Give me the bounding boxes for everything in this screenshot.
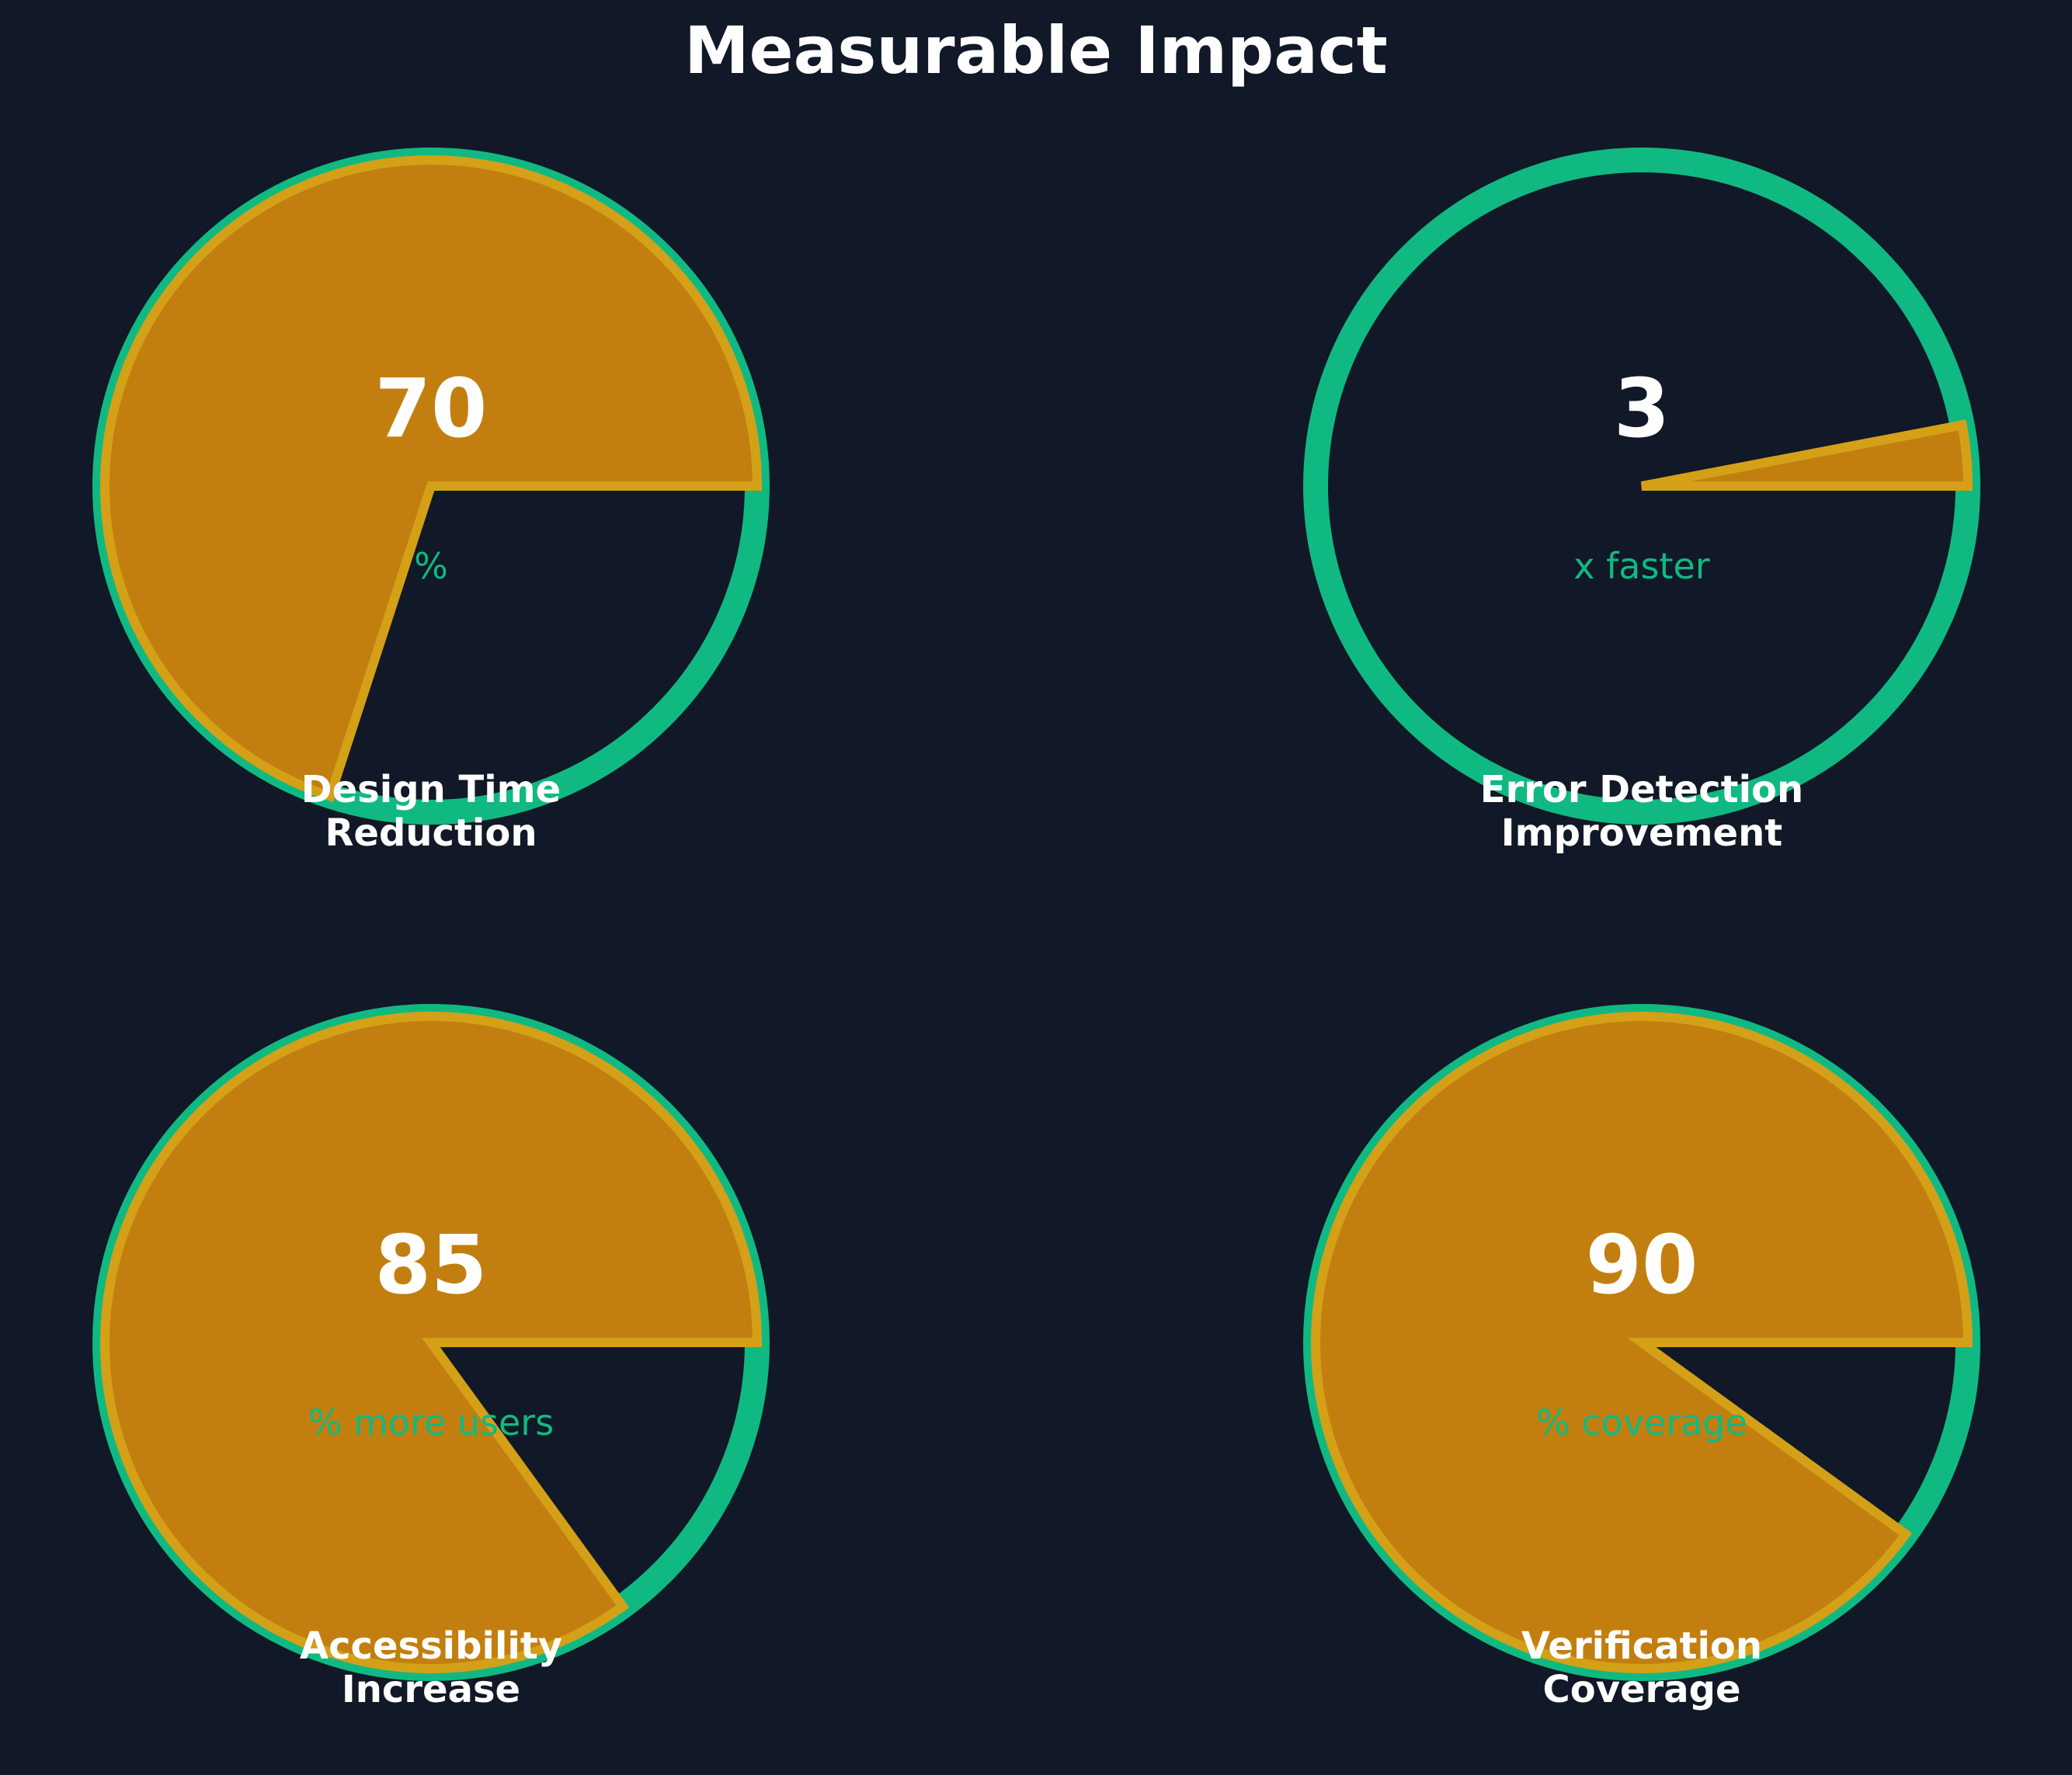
gauge-label-line: Error Detection [1480,768,1803,811]
gauge-unit: x faster [1573,545,1710,587]
gauge-value: 70 [375,361,488,456]
gauge-label-line: Verification [1521,1624,1762,1668]
gauge-label-line: Increase [342,1668,520,1711]
gauge-label-line: Design Time [301,768,561,811]
gauge-label-line: Reduction [325,811,537,855]
gauge-unit: % [414,545,448,587]
chart-title: Measurable Impact [684,12,1388,89]
gauge-unit: % more users [308,1402,554,1443]
gauge-unit: % coverage [1536,1402,1747,1443]
gauge-value: 3 [1614,361,1670,456]
gauge-fill-wedge [1640,419,1973,491]
gauge-label-line: Coverage [1542,1668,1740,1711]
gauge-label-line: Improvement [1501,811,1782,855]
gauge-fill-wedge [100,1012,763,1673]
gauge-fill-wedge [100,155,763,803]
gauge-value: 90 [1586,1217,1698,1312]
gauge-fill-wedge [1311,1012,1973,1673]
gauge-label-line: Accessibility [300,1624,562,1668]
gauge-value: 85 [375,1217,488,1312]
